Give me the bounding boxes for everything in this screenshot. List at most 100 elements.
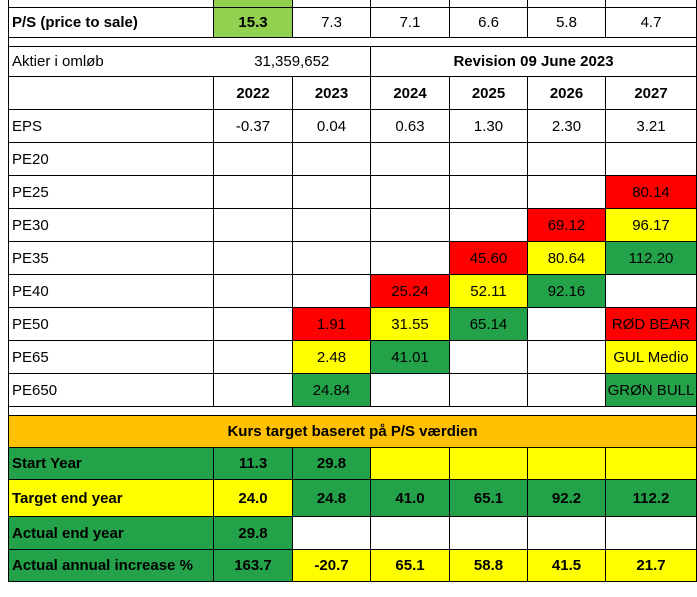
year-header[interactable]: 2026	[527, 76, 606, 110]
pe-cell[interactable]	[605, 142, 697, 176]
pe-cell[interactable]: 45.60	[449, 241, 528, 275]
target-cell[interactable]: 41.5	[527, 549, 606, 582]
target-label[interactable]: Actual end year	[8, 516, 214, 550]
shares-label[interactable]: Aktier i omløb	[8, 46, 214, 77]
pe-cell[interactable]	[449, 340, 528, 374]
cell[interactable]	[527, 0, 606, 8]
year-header[interactable]: 2025	[449, 76, 528, 110]
pe-cell[interactable]	[213, 208, 293, 242]
pe-cell[interactable]	[370, 208, 450, 242]
ps-label[interactable]: P/S (price to sale)	[8, 7, 214, 38]
target-cell[interactable]	[449, 516, 528, 550]
target-cell[interactable]	[527, 516, 606, 550]
ps-value-2023[interactable]: 7.3	[292, 7, 371, 38]
pe-cell[interactable]: 24.84	[292, 373, 371, 407]
pe-label[interactable]: PE50	[8, 307, 214, 341]
pe-label[interactable]: PE25	[8, 175, 214, 209]
target-cell[interactable]	[527, 447, 606, 480]
pe-label[interactable]: PE40	[8, 274, 214, 308]
target-cell[interactable]: 92.2	[527, 479, 606, 517]
pe-cell[interactable]	[213, 175, 293, 209]
target-cell[interactable]	[370, 447, 450, 480]
revision-label[interactable]: Revision 09 June 2023	[370, 46, 697, 77]
pe-cell[interactable]	[449, 373, 528, 407]
year-header[interactable]: 2023	[292, 76, 371, 110]
pe-cell[interactable]: 1.91	[292, 307, 371, 341]
cell[interactable]	[292, 0, 371, 8]
pe-cell[interactable]: 69.12	[527, 208, 606, 242]
target-cell[interactable]: 11.3	[213, 447, 293, 480]
target-label[interactable]: Actual annual increase %	[8, 549, 214, 582]
target-cell[interactable]	[605, 447, 697, 480]
pe-cell[interactable]: 65.14	[449, 307, 528, 341]
pe-cell[interactable]	[370, 241, 450, 275]
pe-cell[interactable]	[605, 274, 697, 308]
target-cell[interactable]: 112.2	[605, 479, 697, 517]
eps-value[interactable]: 3.21	[605, 109, 697, 143]
pe-cell[interactable]: 92.16	[527, 274, 606, 308]
pe-cell[interactable]	[213, 241, 293, 275]
pe-cell[interactable]: 80.14	[605, 175, 697, 209]
section-title[interactable]: Kurs target baseret på P/S værdien	[8, 415, 697, 448]
cell[interactable]	[605, 0, 697, 8]
pe-cell[interactable]	[292, 142, 371, 176]
pe-cell[interactable]: 112.20	[605, 241, 697, 275]
target-cell[interactable]: -20.7	[292, 549, 371, 582]
pe-cell[interactable]	[292, 274, 371, 308]
target-cell[interactable]: 65.1	[370, 549, 450, 582]
target-label[interactable]: Start Year	[8, 447, 214, 480]
target-cell[interactable]	[292, 516, 371, 550]
pe-cell[interactable]: 96.17	[605, 208, 697, 242]
pe-label[interactable]: PE30	[8, 208, 214, 242]
shares-value[interactable]: 31,359,652	[213, 46, 371, 77]
target-cell[interactable]: 21.7	[605, 549, 697, 582]
year-header[interactable]: 2024	[370, 76, 450, 110]
pe-label[interactable]: PE20	[8, 142, 214, 176]
cell[interactable]	[370, 0, 450, 8]
pe-label[interactable]: PE65	[8, 340, 214, 374]
pe-cell[interactable]	[213, 274, 293, 308]
cell[interactable]	[213, 0, 293, 8]
target-cell[interactable]	[370, 516, 450, 550]
pe-cell[interactable]	[292, 175, 371, 209]
pe-label[interactable]: PE35	[8, 241, 214, 275]
pe-cell[interactable]	[370, 175, 450, 209]
pe-cell[interactable]	[213, 307, 293, 341]
eps-label[interactable]: EPS	[8, 109, 214, 143]
pe-cell[interactable]	[527, 175, 606, 209]
cell[interactable]	[8, 0, 214, 8]
pe-cell[interactable]: 41.01	[370, 340, 450, 374]
pe-cell[interactable]: 52.11	[449, 274, 528, 308]
pe-cell[interactable]	[370, 142, 450, 176]
target-cell[interactable]: 24.0	[213, 479, 293, 517]
pe-cell[interactable]	[370, 373, 450, 407]
year-header-corner[interactable]	[8, 76, 214, 110]
ps-value-2026[interactable]: 5.8	[527, 7, 606, 38]
eps-value[interactable]: 2.30	[527, 109, 606, 143]
pe-cell[interactable]	[213, 340, 293, 374]
pe-cell[interactable]	[449, 142, 528, 176]
pe-cell[interactable]: 2.48	[292, 340, 371, 374]
pe-cell[interactable]	[213, 142, 293, 176]
pe-cell[interactable]	[213, 373, 293, 407]
pe-cell[interactable]	[527, 307, 606, 341]
eps-value[interactable]: 0.04	[292, 109, 371, 143]
target-cell[interactable]: 65.1	[449, 479, 528, 517]
target-cell[interactable]: 24.8	[292, 479, 371, 517]
pe-cell[interactable]	[292, 241, 371, 275]
pe-cell[interactable]	[449, 175, 528, 209]
pe-cell[interactable]	[527, 373, 606, 407]
target-cell[interactable]: 29.8	[292, 447, 371, 480]
pe-cell[interactable]	[449, 208, 528, 242]
cell[interactable]	[449, 0, 528, 8]
legend-bull[interactable]: GRØN BULL	[605, 373, 697, 407]
year-header[interactable]: 2022	[213, 76, 293, 110]
pe-cell[interactable]	[527, 340, 606, 374]
ps-value-2027[interactable]: 4.7	[605, 7, 697, 38]
eps-value[interactable]: -0.37	[213, 109, 293, 143]
ps-value-2024[interactable]: 7.1	[370, 7, 450, 38]
eps-value[interactable]: 0.63	[370, 109, 450, 143]
pe-cell[interactable]	[527, 142, 606, 176]
pe-label[interactable]: PE650	[8, 373, 214, 407]
legend-medio[interactable]: GUL Medio	[605, 340, 697, 374]
